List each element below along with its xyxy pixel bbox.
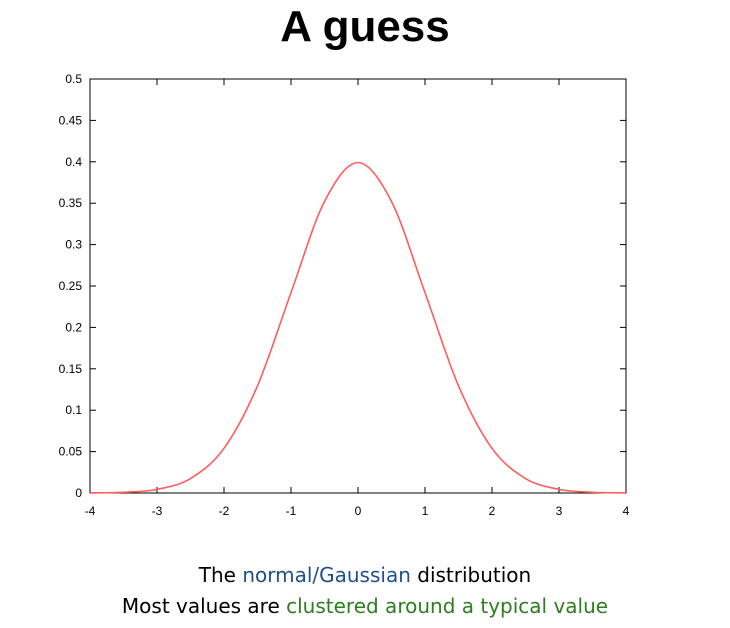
caption-line-1: The normal/Gaussian distribution [0, 563, 730, 587]
page-title: A guess [280, 2, 450, 51]
x-tick-label: -2 [219, 504, 230, 518]
caption-line-1-suffix: distribution [410, 563, 532, 587]
y-tick-label: 0.15 [59, 362, 83, 376]
x-tick-label: -3 [152, 504, 163, 518]
y-tick-label: 0.5 [65, 72, 82, 86]
caption-line-2: Most values are clustered around a typic… [0, 594, 730, 618]
x-tick-label: 4 [623, 504, 630, 518]
caption-line-2-prefix: Most values are [121, 594, 287, 618]
y-tick-label: 0.25 [59, 279, 83, 293]
x-tick-label: 2 [489, 504, 496, 518]
series-line [89, 161, 627, 494]
y-tick-label: 0.45 [59, 113, 83, 127]
caption-highlight-normal: normal/Gaussian [242, 563, 411, 587]
y-tick-label: 0 [75, 486, 82, 500]
x-tick-label: 0 [355, 504, 362, 518]
y-tick-label: 0.3 [65, 238, 82, 252]
x-tick-label: -4 [85, 504, 96, 518]
y-tick-label: 0.35 [59, 196, 83, 210]
caption-highlight-clustered: clustered around a typical value [286, 594, 609, 618]
tick-layer: -4 -3 -2 -1 0 1 2 3 4 0 0.05 0.1 0.15 0.2 0.25 0.3 0.35 0… [59, 72, 630, 518]
y-tick-label: 0.05 [59, 445, 83, 459]
y-tick-label: 0.1 [65, 403, 82, 417]
x-tick-label: -1 [286, 504, 297, 518]
y-tick-label: 0.4 [65, 155, 82, 169]
plot-frame [89, 78, 627, 494]
x-tick-label: 1 [422, 504, 429, 518]
caption-line-1-prefix: The [198, 563, 243, 587]
chart: -4 -3 -2 -1 0 1 2 3 4 0 0.05 0.1 0.15 0.2 0.25 0.3 0.35 0… [59, 72, 630, 518]
x-tick-label: 3 [556, 504, 563, 518]
y-tick-label: 0.2 [65, 320, 82, 334]
